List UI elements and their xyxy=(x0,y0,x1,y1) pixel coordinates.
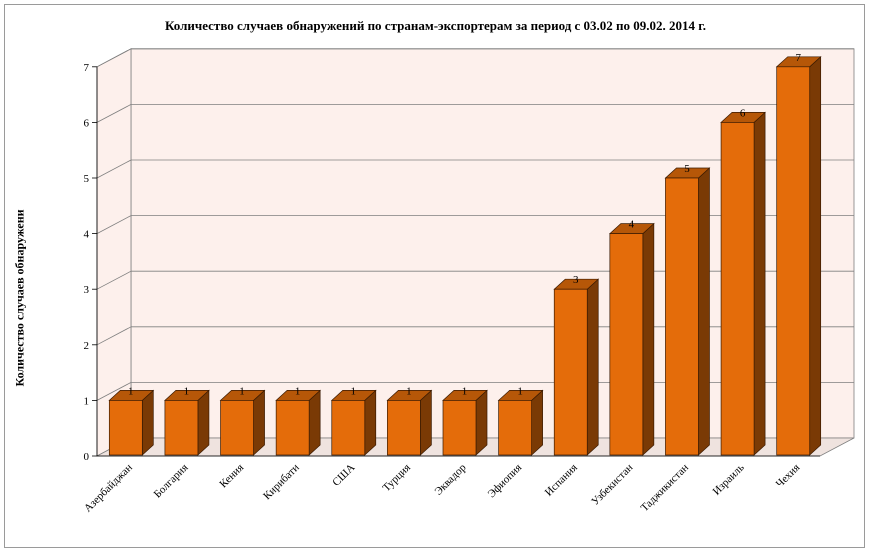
data-label: 5 xyxy=(684,163,690,175)
data-labels: 1 1 1 1 1 1 1 1 3 4 5 6 7 xyxy=(128,52,801,398)
gridline-diagonal xyxy=(96,215,132,234)
bar-side xyxy=(364,389,377,456)
bar-side xyxy=(753,111,766,456)
bar-side xyxy=(308,389,321,456)
y-tick-label: 6 xyxy=(84,117,90,129)
data-label: 1 xyxy=(295,385,301,397)
bar xyxy=(720,122,755,456)
gridline-diagonal xyxy=(96,270,132,290)
x-tick-label: Болгария xyxy=(152,462,191,501)
x-tick-labels: Азербайджан Болгария Кения Кирибати США Турци… xyxy=(82,461,802,514)
y-tick-label: 0 xyxy=(84,451,90,463)
y-tick-label: 3 xyxy=(84,284,90,296)
bar xyxy=(553,288,588,456)
data-label: 1 xyxy=(128,385,134,397)
data-label: 1 xyxy=(351,385,357,397)
x-tick-label: Кирибати xyxy=(261,462,302,503)
y-tick-label: 5 xyxy=(84,173,90,185)
bar-side xyxy=(141,389,154,456)
gridline-diagonal xyxy=(96,326,132,346)
data-label: 7 xyxy=(795,52,801,64)
bar xyxy=(275,400,310,456)
bar xyxy=(331,400,366,456)
bar-side xyxy=(197,389,210,456)
data-label: 1 xyxy=(517,385,523,397)
chart-title: Количество случаев обнаружений по страна… xyxy=(165,18,706,33)
x-tick-label: Испания xyxy=(543,462,580,499)
y-tick-label: 2 xyxy=(84,340,90,352)
x-tick-label: Азербайджан xyxy=(82,462,135,515)
gridline-diagonal xyxy=(96,159,132,179)
bar xyxy=(665,177,699,456)
bar xyxy=(387,400,421,456)
bar-side xyxy=(253,389,265,456)
data-label: 4 xyxy=(629,219,635,231)
x-tick-label: Узбекистан xyxy=(589,462,635,508)
bar xyxy=(164,400,199,456)
bar xyxy=(442,400,477,456)
bar xyxy=(498,400,532,456)
y-tick-label: 1 xyxy=(84,395,90,407)
bar-side xyxy=(642,222,655,456)
y-tick-label: 7 xyxy=(84,62,90,74)
x-tick-label: Кения xyxy=(217,462,246,491)
gridline-diagonal xyxy=(96,104,132,123)
bar-side xyxy=(809,56,822,456)
gridline-diagonal xyxy=(96,48,132,68)
bar xyxy=(609,233,644,456)
bar-side xyxy=(698,167,710,456)
bar xyxy=(108,400,143,456)
data-label: 1 xyxy=(239,385,245,397)
x-tick-label: Чехия xyxy=(774,462,803,491)
data-label: 1 xyxy=(184,385,190,397)
x-tick-label: Эквадор xyxy=(432,461,469,498)
bar xyxy=(220,400,254,456)
bar-side xyxy=(420,389,432,456)
y-tick-labels: 0 1 2 3 4 5 6 7 xyxy=(84,62,90,463)
bar-side xyxy=(586,278,599,456)
x-tick-label: Турция xyxy=(380,462,413,495)
data-label: 6 xyxy=(740,107,746,119)
gridline-diagonal xyxy=(96,382,132,401)
x-tick-label: Израиль xyxy=(711,462,747,498)
bar-side xyxy=(475,389,488,456)
data-label: 1 xyxy=(406,385,412,397)
data-label: 3 xyxy=(573,274,579,286)
bar xyxy=(776,66,811,456)
x-tick-label: Таджикистан xyxy=(639,462,692,515)
bar-side xyxy=(531,389,543,456)
y-tick-label: 4 xyxy=(84,229,90,241)
data-label: 1 xyxy=(462,385,468,397)
bars xyxy=(108,56,822,456)
x-tick-label: США xyxy=(330,462,357,489)
x-tick-label: Эфиопия xyxy=(486,462,525,501)
